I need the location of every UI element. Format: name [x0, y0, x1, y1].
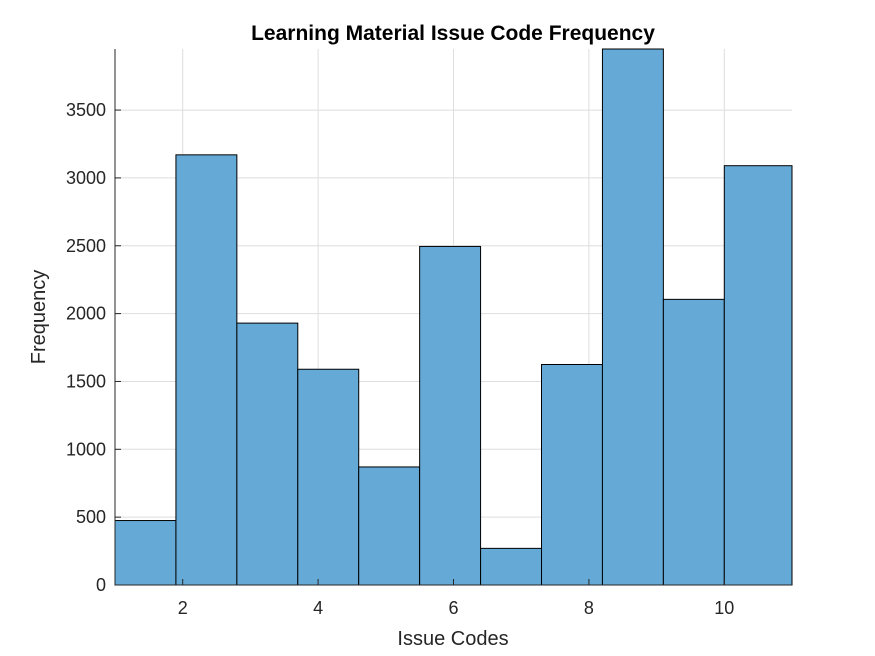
histogram-bar [480, 547, 543, 586]
x-tick-label: 4 [313, 598, 323, 618]
bars-group [114, 48, 793, 586]
axes [114, 49, 792, 586]
y-axis-label: Frequency [28, 270, 50, 365]
x-tick-label: 6 [448, 598, 458, 618]
histogram-bar [175, 154, 238, 586]
histogram-bar [114, 520, 177, 586]
x-axis-label: Issue Codes [397, 628, 508, 650]
chart-title: Learning Material Issue Code Frequency [251, 22, 655, 45]
y-tick-label: 2500 [66, 236, 106, 256]
y-tick-label: 500 [76, 507, 106, 527]
histogram-bar [723, 165, 793, 586]
y-tick-label: 2000 [66, 304, 106, 324]
histogram-bar [358, 466, 421, 586]
y-tick-label: 3500 [66, 100, 106, 120]
histogram-bar [662, 298, 725, 586]
x-tick-label: 10 [714, 598, 734, 618]
y-tick-label: 1500 [66, 371, 106, 391]
histogram-bar [419, 245, 482, 586]
histogram-bar [541, 363, 603, 586]
histogram-bar [236, 322, 299, 586]
x-tick-labels: 2 4 6 8 10 [178, 598, 735, 618]
x-tick-label: 2 [178, 598, 188, 618]
y-tick-label: 1000 [66, 439, 106, 459]
y-tick-labels: 0 500 1000 1500 2000 2500 3000 3500 [66, 100, 106, 595]
y-tick-label: 0 [96, 575, 106, 595]
x-tick-label: 8 [584, 598, 594, 618]
histogram-bar [297, 368, 360, 586]
y-tick-label: 3000 [66, 168, 106, 188]
histogram-bar [601, 48, 664, 586]
